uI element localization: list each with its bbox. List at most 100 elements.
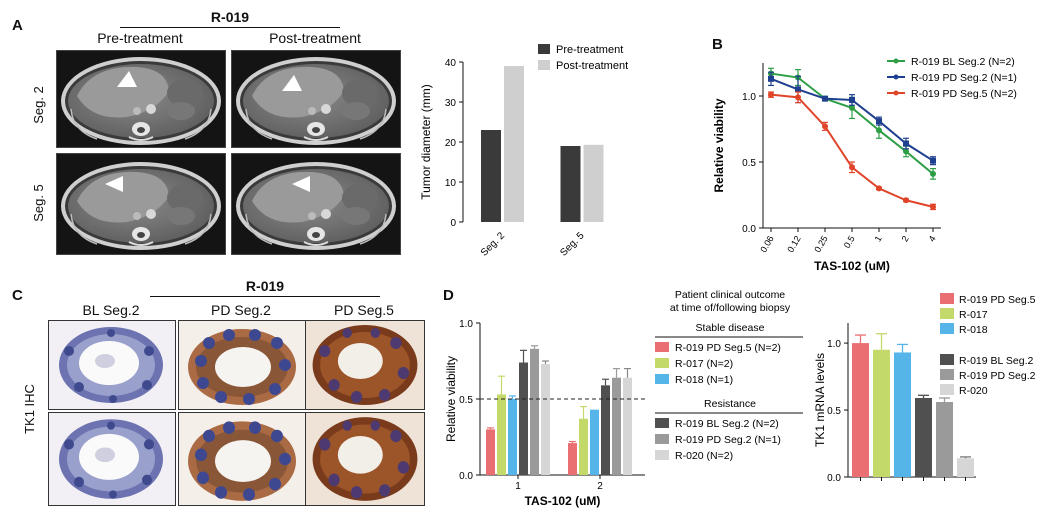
data-point [930,203,936,210]
x-axis-label: TAS-102 (uM) [814,259,890,273]
y-tick-label: 1.0 [459,319,473,330]
panel-label-b: B [712,36,723,53]
legend-swatch [940,308,954,319]
bar [583,144,604,222]
ihc-image-pd-seg2-1 [178,320,306,410]
ihc-image-bl-seg2-2 [48,412,176,506]
ct-scan-drawing [232,155,400,253]
data-point [876,118,882,125]
panel-c-col-bl-seg2: BL Seg.2 [82,302,140,318]
bar [497,394,506,475]
viability-outcome-chart: 0.0 0.5 1.0 Relative viability TAS-102 (uM) 1… [444,289,803,508]
bar [519,362,528,475]
arrowhead-marker [282,75,302,91]
ihc-image-pd-seg2-2 [178,412,306,506]
legend-swatch [655,418,669,428]
panel-a-row-seg5: Seg. 5 [31,184,46,222]
data-point [822,95,828,102]
x-tick-label: 0.25 [812,234,829,254]
legend-swatch [655,342,669,352]
data-point [849,104,855,111]
x-tick-label: 2 [900,234,911,243]
legend-label: R-017 (N=2) [675,358,733,370]
ihc-stain-drawing [306,321,424,409]
legend-swatch [940,323,954,334]
y-tick-label: 20 [445,138,457,149]
panel-label-c: C [12,287,23,304]
y-axis-label: Tumor diameter (mm) [419,84,433,200]
panel-a-group-rule [120,27,340,28]
panel-a-col-pre: Pre-treatment [97,30,183,46]
y-tick-label: 0.0 [742,224,756,235]
legend-swatch [940,369,954,380]
y-tick-label: 0.0 [827,473,841,484]
bar [504,66,524,222]
x-tick-label: 0.12 [785,234,802,254]
ct-image-seg2-pre [56,50,226,148]
bar [852,343,869,477]
bar [612,377,621,475]
x-tick-label: 2 [597,481,603,492]
legend-label: R-019 BL Seg.2 [959,355,1033,367]
x-tick-label: Seg. 2 [479,230,508,259]
bar [568,443,577,475]
viability-dose-chart: 0.0 0.5 1.0 0.06 0.12 0.25 0.5 1 2 4 Relative viab… [712,56,1017,273]
bar [530,348,539,475]
legend-swatch [538,60,550,70]
legend-label: R-017 [959,309,988,321]
bar [508,399,517,475]
y-tick-label: 10 [445,178,457,189]
legend-group-title: Resistance [704,398,756,410]
panel-a-col-post: Post-treatment [269,30,361,46]
legend-label: R-019 PD Seg.2 (N=1) [675,434,781,446]
y-axis-label: TK1 mRNA levels [813,353,827,447]
bar [873,349,890,477]
legend-label: R-020 [959,385,988,397]
y-tick-label: 0.0 [459,471,473,482]
data-point [768,75,774,82]
x-tick-label: 4 [927,234,938,243]
data-point [768,91,774,98]
legend-swatch [538,44,550,54]
x-tick-label: 0.06 [758,234,775,254]
y-tick-label: 1.0 [827,339,841,350]
bar [481,130,501,222]
legend-swatch [940,293,954,304]
panel-c-group-rule [150,296,380,297]
ihc-stain-drawing [49,321,175,409]
ihc-stain-drawing [179,413,305,505]
data-point [849,164,855,171]
ct-image-seg5-post [231,153,401,255]
ct-scan-drawing [57,51,225,147]
bar [936,402,953,477]
ihc-stain-drawing [306,413,424,505]
y-tick-label: 0 [450,218,456,229]
ct-scan-drawing [57,155,225,253]
arrowhead-marker [105,176,123,192]
tumor-diameter-chart: 0 10 20 30 40 Tumor diameter (mm) Seg. 2 Seg. 5… [419,44,628,259]
legend-title: at time of/following biopsy [670,302,791,314]
legend-swatch [655,374,669,384]
y-tick-label: 0.5 [827,406,841,417]
ihc-stain-drawing [179,321,305,409]
legend-marker [893,90,899,96]
data-point [795,86,801,93]
y-tick-label: 40 [445,58,457,69]
y-tick-label: 0.5 [742,158,756,169]
x-tick-label: 1 [873,234,884,243]
data-point [903,197,909,204]
data-point [903,140,909,147]
ihc-image-pd-seg5-2 [305,412,425,506]
legend-marker [893,58,899,64]
ct-image-seg2-post [231,50,401,148]
legend-marker [893,74,899,80]
bar [915,397,932,477]
panel-label-a: A [12,17,23,34]
ct-image-seg5-pre [56,153,226,255]
data-point [930,170,936,177]
ct-scan-drawing [232,51,400,147]
x-tick-label: 1 [515,481,521,492]
legend-swatch [655,358,669,368]
bar [601,385,610,475]
